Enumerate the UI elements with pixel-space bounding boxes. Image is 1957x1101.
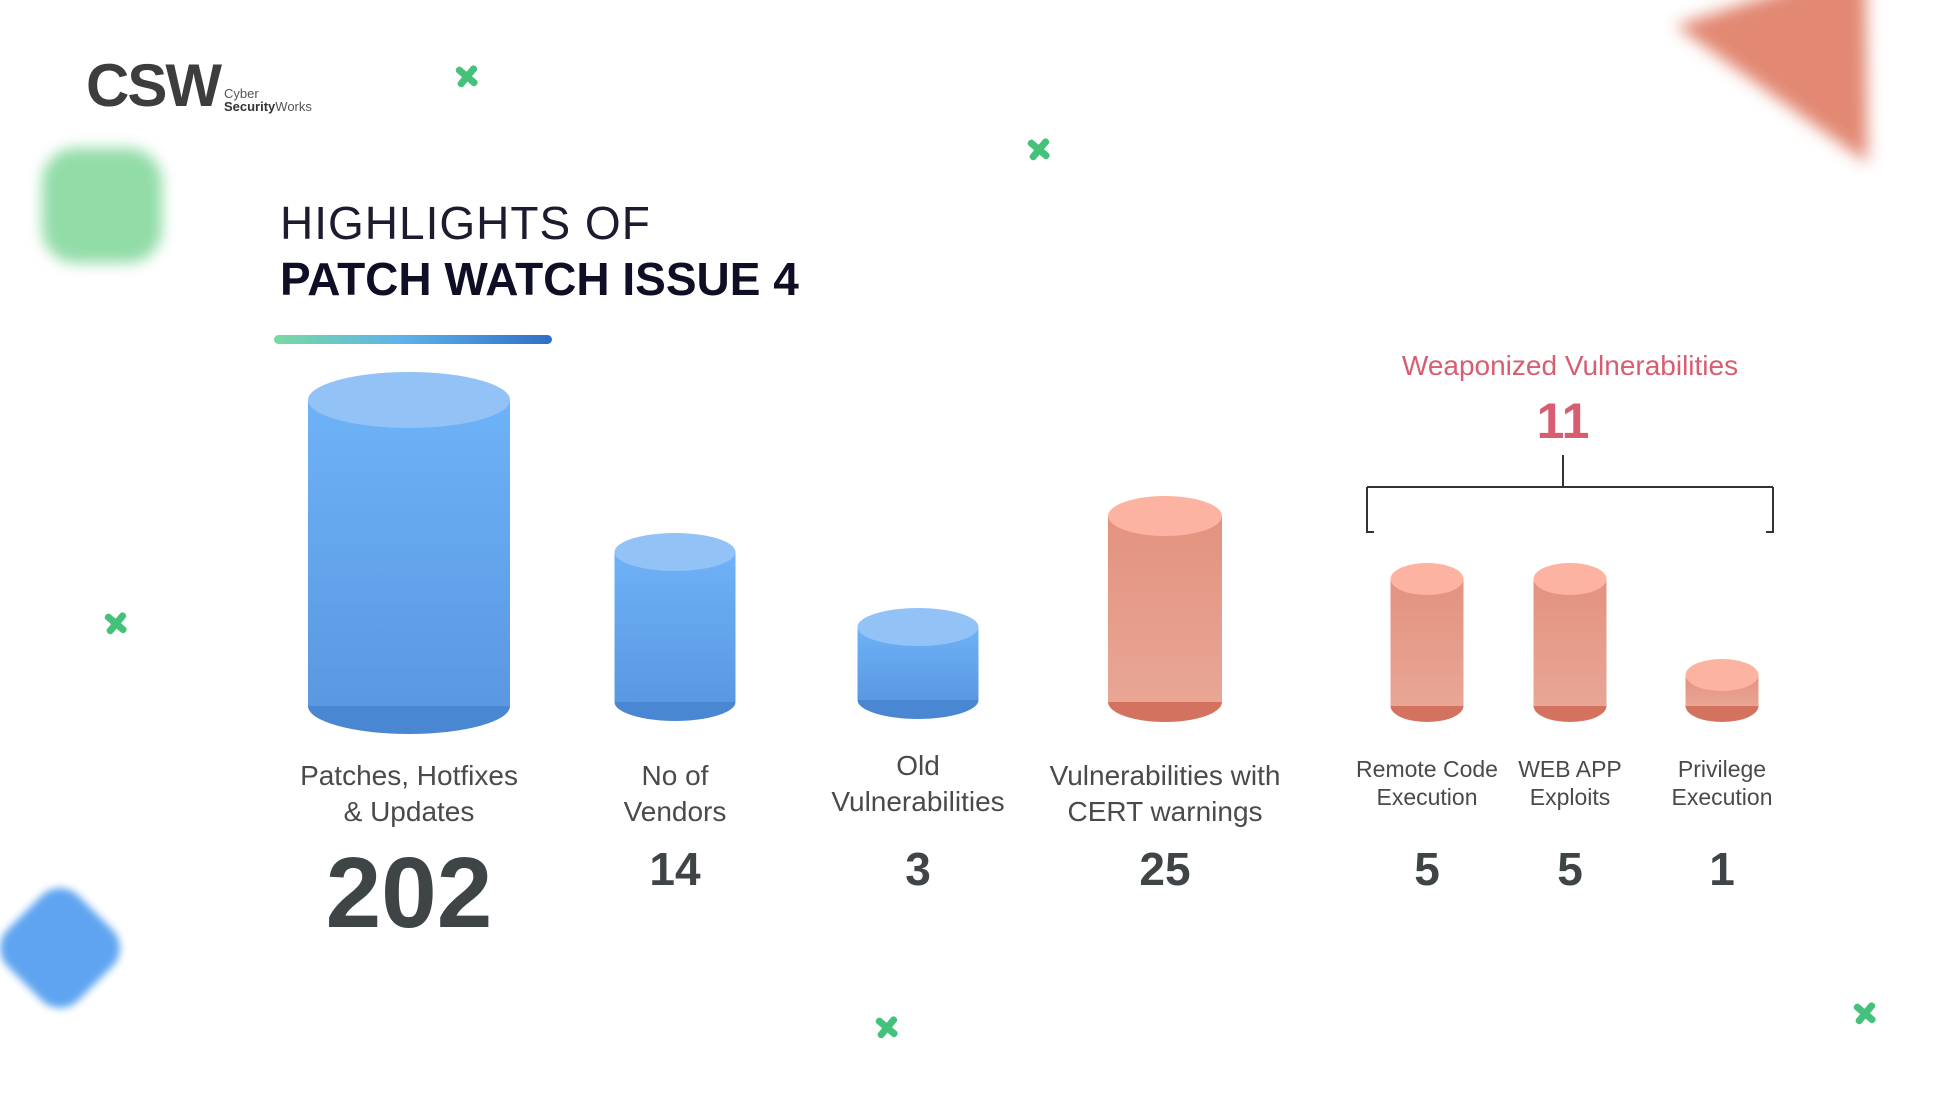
category-label: WEB APP Exploits [1518,755,1622,811]
page-title: HIGHLIGHTS OF PATCH WATCH ISSUE 4 [280,196,799,308]
logo-subtitle: Cyber SecurityWorks [224,87,312,113]
title-line2: PATCH WATCH ISSUE 4 [280,253,799,305]
bar-7 [1685,659,1759,722]
title-underline [274,335,552,344]
weaponized-value: 11 [1536,393,1590,449]
bar-body [308,400,510,706]
category-label: Vulnerabilities with CERT warnings [1050,758,1281,830]
value-label: 3 [905,843,931,895]
bar-5 [1390,563,1464,722]
category-label-line: Exploits [1529,784,1611,810]
value-label: 14 [649,843,701,895]
category-label: No of Vendors [624,758,727,830]
category-label-line: Old [896,750,940,781]
category-label-line: WEB APP [1518,756,1622,782]
category-label: Remote Code Execution [1356,755,1498,811]
category-label-line: & Updates [343,796,475,827]
bracket-right [1766,487,1774,533]
bar-1 [308,372,510,734]
bar-top [1685,659,1759,691]
bar-3 [857,608,979,719]
logo-sub-rest: Works [275,99,312,114]
bar-top [857,608,979,646]
bar-top [308,372,510,428]
bar-4 [1108,496,1222,722]
category-label-line: Privilege [1677,756,1767,782]
bracket-left [1366,487,1374,533]
category-label-line: Remote Code [1356,756,1498,782]
category-label-line: Execution [1376,784,1478,810]
category-label: Patches, Hotfixes & Updates [300,758,518,830]
value-label: 5 [1414,843,1440,895]
category-label-line: Execution [1671,784,1773,810]
category-label-line: CERT warnings [1067,796,1263,827]
logo-sub-line2: SecurityWorks [224,100,312,113]
category-label-line: Vulnerabilities with [1049,760,1281,791]
bar-top [614,533,736,571]
bar-body [614,552,736,702]
value-label: 5 [1557,843,1583,895]
bar-body [1108,516,1222,702]
weaponized-bracket [1366,455,1774,533]
bar-6 [1533,563,1607,722]
value-label: 202 [325,837,493,949]
category-label-line: No of [641,760,709,791]
logo-sub-strong: Security [223,99,276,114]
bar-top [1533,563,1607,595]
logo-mark: CSW [86,52,222,119]
value-label: 1 [1709,843,1735,895]
bar-body [1533,579,1607,706]
category-label: Privilege Execution [1671,755,1772,811]
weaponized-title: Weaponized Vulnerabilities [1401,350,1739,381]
title-line1: HIGHLIGHTS OF [280,197,651,249]
category-label-line: Vendors [623,796,727,827]
category-label: Old Vulnerabilities [831,748,1004,820]
logo-sub-line1: Cyber [223,86,259,101]
green-blob-decoration [42,148,162,263]
bar-body [1390,579,1464,706]
csw-logo: CSW Cyber SecurityWorks [86,56,312,116]
value-label: 25 [1139,843,1191,895]
bar-top [1108,496,1222,536]
category-label-line: Vulnerabilities [831,786,1005,817]
bar-top [1390,563,1464,595]
category-label-line: Patches, Hotfixes [300,760,518,791]
bar-2 [614,533,736,721]
